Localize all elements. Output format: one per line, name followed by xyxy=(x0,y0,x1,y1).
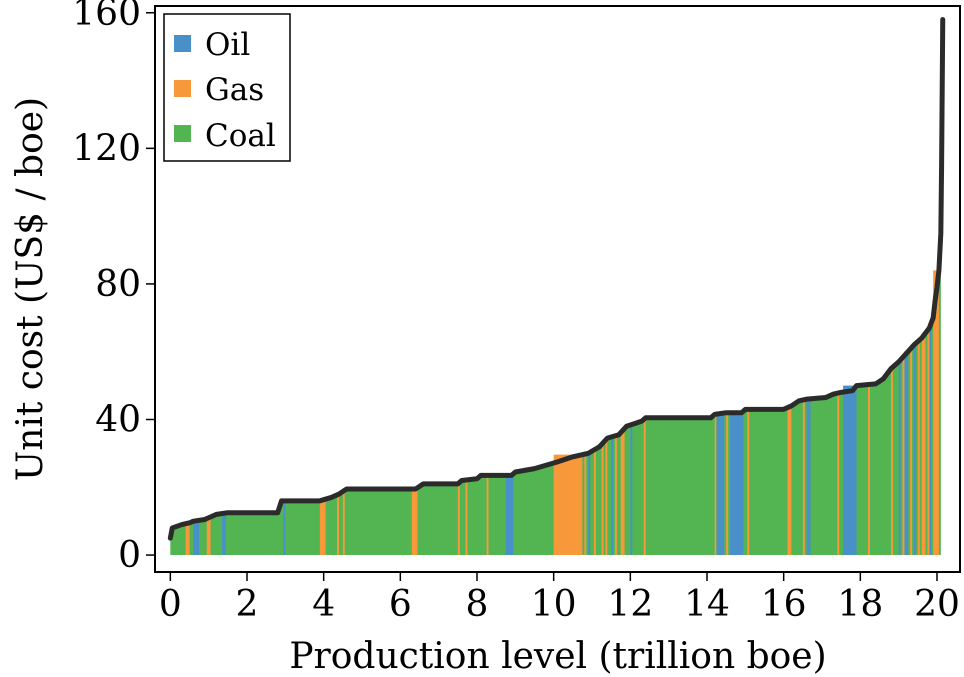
oil-band xyxy=(898,359,901,556)
gas-band xyxy=(342,490,345,556)
gas-band xyxy=(584,453,587,556)
gas-band xyxy=(917,339,920,556)
gas-band xyxy=(714,414,717,556)
gas-band xyxy=(802,399,805,556)
gas-band xyxy=(787,405,792,556)
x-tick-label: 14 xyxy=(684,584,730,625)
gas-band xyxy=(902,355,905,556)
gas-band xyxy=(457,482,460,556)
gas-band xyxy=(921,333,926,556)
gas-band xyxy=(553,454,583,556)
oil-band xyxy=(611,436,614,556)
oil-band xyxy=(222,512,226,556)
gas-band xyxy=(319,499,326,556)
gas-band xyxy=(206,516,211,556)
supply-curve xyxy=(167,17,946,541)
y-tick-label: 80 xyxy=(95,264,141,305)
x-tick-label: 10 xyxy=(531,584,577,625)
oil-band xyxy=(283,500,286,556)
gas-band xyxy=(486,475,489,556)
gas-band xyxy=(927,327,930,556)
gas-band xyxy=(185,522,190,556)
x-axis-label: Production level (trillion boe) xyxy=(289,636,826,677)
gas-band xyxy=(643,417,646,556)
gas-band xyxy=(837,392,840,556)
plot-data-layer xyxy=(167,17,946,556)
oil-band xyxy=(630,424,633,556)
gas-band xyxy=(337,494,339,556)
y-tick-label: 0 xyxy=(118,535,141,576)
gas-band xyxy=(891,366,893,556)
gas-band xyxy=(910,347,913,556)
x-tick-label: 20 xyxy=(914,584,960,625)
oil-band xyxy=(716,412,725,556)
x-tick-label: 4 xyxy=(312,584,335,625)
y-tick-label: 40 xyxy=(95,399,141,440)
legend-label-gas: Gas xyxy=(205,72,264,108)
y-tick-label: 120 xyxy=(72,128,141,169)
oil-band xyxy=(914,343,916,556)
x-axis-ticks: 0 2 4 6 8 10 12 14 16 18 20 xyxy=(159,572,960,625)
gas-band xyxy=(593,448,596,556)
legend-swatch-gas xyxy=(174,80,191,97)
y-axis-label: Unit cost (US$ / boe) xyxy=(10,97,51,481)
y-axis-ticks: 0 40 80 120 160 xyxy=(72,0,155,576)
oil-band xyxy=(505,473,514,556)
gas-band xyxy=(601,442,604,556)
legend-swatch-oil xyxy=(174,35,191,52)
gas-band xyxy=(605,438,608,556)
legend-label-oil: Oil xyxy=(205,27,250,63)
x-tick-label: 8 xyxy=(466,584,489,625)
plot-frame xyxy=(154,5,961,573)
gas-band xyxy=(620,428,625,556)
oil-band xyxy=(588,452,591,556)
y-tick-label: 160 xyxy=(72,0,141,34)
oil-band xyxy=(843,385,857,556)
gas-band xyxy=(868,384,870,556)
gas-band xyxy=(615,435,617,556)
x-tick-label: 16 xyxy=(761,584,807,625)
x-tick-label: 2 xyxy=(236,584,259,625)
gas-band xyxy=(726,412,729,556)
x-tick-label: 0 xyxy=(159,584,182,625)
legend-label-coal: Coal xyxy=(205,118,276,154)
oil-band xyxy=(904,351,909,556)
oil-band xyxy=(730,411,744,556)
x-tick-label: 18 xyxy=(837,584,883,625)
x-tick-label: 12 xyxy=(607,584,653,625)
gas-band xyxy=(747,409,750,556)
oil-band xyxy=(193,520,200,556)
x-tick-label: 6 xyxy=(389,584,412,625)
gas-band xyxy=(465,479,468,556)
gas-band xyxy=(933,270,939,556)
legend-swatch-coal xyxy=(174,125,191,142)
oil-band xyxy=(806,398,811,556)
legend: Oil Gas Coal xyxy=(163,13,291,162)
gas-band xyxy=(411,487,418,556)
oil-band xyxy=(929,322,932,556)
